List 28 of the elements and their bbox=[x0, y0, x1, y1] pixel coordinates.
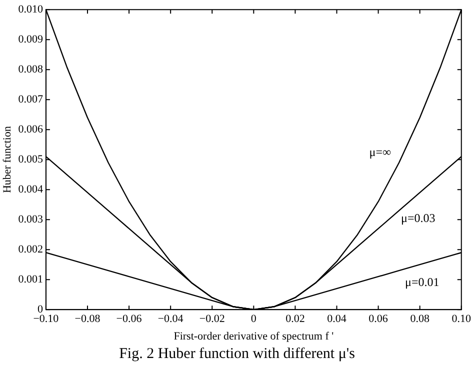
y-tick-label: 0.009 bbox=[18, 33, 44, 46]
x-tick-label: −0.10 bbox=[33, 313, 60, 326]
x-tick-label: 0.08 bbox=[410, 313, 430, 326]
y-tick-label: 0.008 bbox=[18, 63, 44, 76]
y-tick-label: 0.005 bbox=[18, 153, 44, 166]
legend-label: μ=0.03 bbox=[401, 210, 436, 225]
y-tick-label: 0.007 bbox=[18, 93, 44, 106]
y-tick-label: 0.004 bbox=[18, 183, 44, 196]
x-tick-label: 0.04 bbox=[327, 313, 347, 326]
x-tick-label: −0.06 bbox=[116, 313, 142, 326]
y-tick-label: 0 bbox=[37, 303, 44, 316]
y-tick-label: 0.003 bbox=[18, 213, 44, 226]
y-tick-label: 0.006 bbox=[18, 123, 44, 136]
x-tick-label: 0.06 bbox=[368, 313, 388, 326]
caption: Fig. 2 Huber function with different μ's bbox=[118, 346, 356, 363]
legend-label: μ=0.01 bbox=[405, 274, 440, 289]
x-tick-label: 0 bbox=[250, 313, 257, 326]
x-tick-label: −0.04 bbox=[158, 313, 184, 326]
x-axis-title: First-order derivative of spectrum f ' bbox=[174, 330, 334, 342]
y-axis-title: Huber function bbox=[1, 126, 14, 194]
series-label: μ=∞ bbox=[369, 144, 392, 159]
x-tick-label: 0.10 bbox=[452, 313, 472, 326]
y-tick-label: 0.010 bbox=[18, 3, 44, 16]
x-tick-label: −0.08 bbox=[74, 313, 101, 326]
x-tick-label: 0.02 bbox=[286, 313, 305, 326]
y-tick-label: 0.001 bbox=[18, 273, 43, 286]
y-tick-label: 0.002 bbox=[18, 243, 43, 256]
x-tick-label: −0.02 bbox=[199, 313, 225, 326]
